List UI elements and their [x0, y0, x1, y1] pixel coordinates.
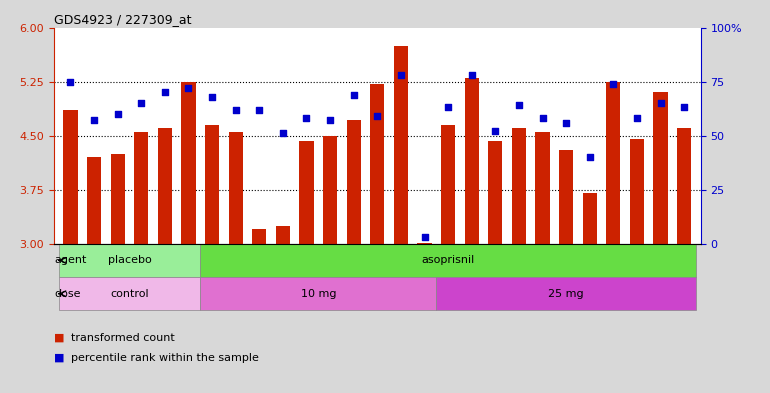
- Point: [182, 85, 195, 91]
- Text: transformed count: transformed count: [71, 333, 175, 343]
- Bar: [63, 110, 78, 244]
- Bar: [370, 84, 384, 244]
- Point: [88, 117, 100, 123]
- Point: [64, 78, 76, 84]
- Bar: [606, 81, 621, 244]
- Bar: [200, 244, 696, 277]
- Point: [678, 104, 691, 110]
- Bar: [134, 132, 149, 244]
- Bar: [559, 150, 573, 244]
- Text: control: control: [110, 289, 149, 299]
- Text: asoprisnil: asoprisnil: [421, 255, 475, 265]
- Bar: [253, 229, 266, 244]
- Point: [513, 102, 525, 108]
- Bar: [512, 129, 526, 244]
- Point: [466, 72, 478, 78]
- Point: [584, 154, 596, 160]
- Text: ■: ■: [54, 353, 68, 363]
- Bar: [464, 78, 479, 244]
- Text: percentile rank within the sample: percentile rank within the sample: [71, 353, 259, 363]
- Bar: [346, 120, 361, 244]
- Point: [489, 128, 501, 134]
- Bar: [654, 92, 668, 244]
- Bar: [276, 226, 290, 244]
- Point: [135, 100, 147, 106]
- Point: [347, 91, 360, 97]
- Point: [560, 119, 572, 126]
- Text: 10 mg: 10 mg: [300, 289, 336, 299]
- Point: [206, 94, 218, 100]
- Text: ■: ■: [54, 333, 68, 343]
- Bar: [205, 125, 219, 244]
- Point: [418, 234, 430, 240]
- Bar: [59, 277, 200, 310]
- Bar: [229, 132, 243, 244]
- Point: [608, 81, 620, 87]
- Point: [229, 107, 242, 113]
- Point: [371, 113, 383, 119]
- Point: [253, 107, 266, 113]
- Point: [631, 115, 643, 121]
- Point: [300, 115, 313, 121]
- Bar: [437, 277, 696, 310]
- Point: [395, 72, 407, 78]
- Bar: [158, 129, 172, 244]
- Bar: [59, 244, 200, 277]
- Text: GDS4923 / 227309_at: GDS4923 / 227309_at: [54, 13, 192, 26]
- Bar: [111, 154, 125, 244]
- Bar: [488, 141, 502, 244]
- Bar: [441, 125, 455, 244]
- Point: [112, 111, 124, 117]
- Point: [442, 104, 454, 110]
- Bar: [417, 243, 432, 244]
- Bar: [630, 139, 644, 244]
- Bar: [300, 141, 313, 244]
- Bar: [583, 193, 597, 244]
- Bar: [200, 277, 437, 310]
- Text: agent: agent: [55, 255, 87, 265]
- Point: [537, 115, 549, 121]
- Bar: [677, 129, 691, 244]
- Point: [159, 89, 171, 95]
- Bar: [87, 157, 101, 244]
- Bar: [323, 136, 337, 244]
- Point: [654, 100, 667, 106]
- Point: [324, 117, 336, 123]
- Bar: [182, 81, 196, 244]
- Bar: [535, 132, 550, 244]
- Point: [276, 130, 289, 136]
- Text: 25 mg: 25 mg: [548, 289, 584, 299]
- Text: placebo: placebo: [108, 255, 152, 265]
- Bar: [393, 46, 408, 244]
- Text: dose: dose: [55, 289, 81, 299]
